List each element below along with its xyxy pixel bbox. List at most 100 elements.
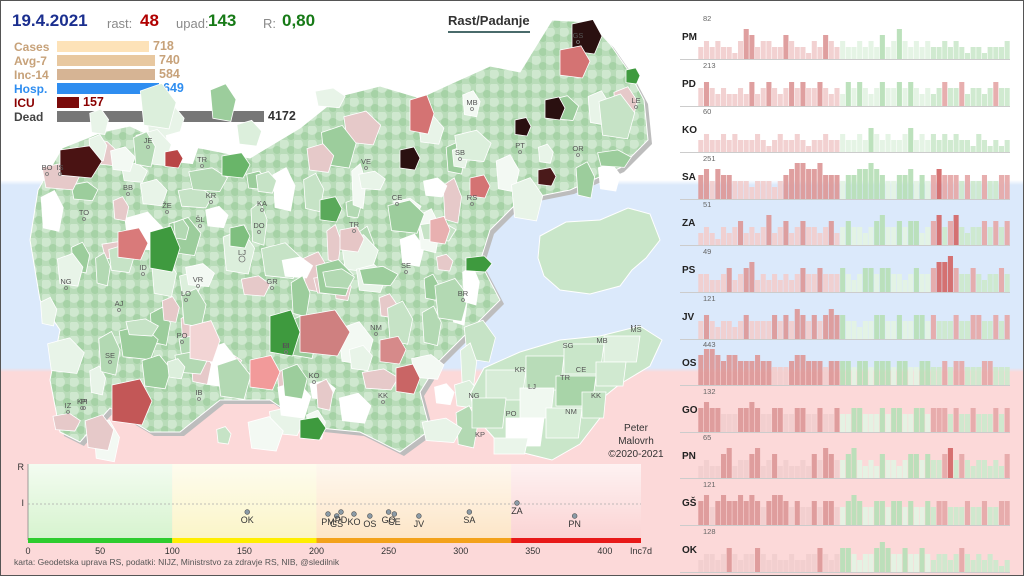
spark-bar xyxy=(902,87,908,106)
scatter-point xyxy=(325,511,331,517)
spark-bar xyxy=(851,407,857,432)
scatter-point xyxy=(571,513,578,519)
spark-bar xyxy=(703,349,710,386)
spark-bar xyxy=(953,460,959,479)
spark-bar xyxy=(857,559,863,572)
region-name: JV xyxy=(682,311,695,323)
region-max-value: 132 xyxy=(703,386,716,396)
spark-bar xyxy=(789,280,795,292)
spark-bar xyxy=(789,41,795,59)
spark-bar xyxy=(823,448,829,479)
spark-bar xyxy=(970,407,976,432)
map-label: VE xyxy=(361,157,371,166)
mini-map-label: KK xyxy=(591,391,601,400)
spark-bar xyxy=(885,268,891,292)
spark-bar xyxy=(709,140,715,153)
spark-bar xyxy=(936,87,942,106)
spark-bar xyxy=(891,460,897,479)
spark-bar xyxy=(964,460,970,479)
spark-bar xyxy=(794,87,800,106)
spark-bar xyxy=(817,507,823,525)
region-max-value: 121 xyxy=(703,293,716,303)
spark-bar xyxy=(760,553,766,572)
spark-bar xyxy=(964,93,970,106)
spark-bar xyxy=(959,454,965,479)
spark-bar xyxy=(913,367,919,386)
spark-bar xyxy=(743,180,749,199)
spark-bar xyxy=(896,407,902,432)
spark-bar xyxy=(698,140,704,153)
spark-bar xyxy=(698,466,704,479)
spark-bar xyxy=(823,553,829,572)
spark-bar xyxy=(908,47,914,59)
spark-bar xyxy=(811,87,817,106)
spark-bar xyxy=(993,274,999,292)
spark-bar xyxy=(976,274,982,292)
spark-bar xyxy=(777,367,783,386)
spark-bar xyxy=(743,268,749,292)
spark-bar xyxy=(930,93,936,106)
region-max-value: 213 xyxy=(703,60,716,70)
stat-row-inc14: Inc-14 584 xyxy=(14,67,180,82)
mini-map-label: MB xyxy=(596,336,607,345)
spark-bar xyxy=(891,274,897,292)
spark-bar xyxy=(874,134,880,153)
spark-bar xyxy=(857,501,863,525)
spark-bar xyxy=(970,146,976,153)
spark-bar xyxy=(817,47,823,59)
spark-bar xyxy=(766,215,772,246)
map-label: GR xyxy=(266,277,278,286)
spark-bar xyxy=(987,320,993,339)
spark-bar xyxy=(811,41,817,59)
spark-bar xyxy=(738,140,744,153)
spark-bar xyxy=(970,507,976,525)
stat-bar xyxy=(57,55,155,66)
spark-bar xyxy=(840,547,846,572)
spark-bar xyxy=(851,140,857,153)
mini-map-label: LJ xyxy=(528,382,536,391)
region-max-value: 49 xyxy=(703,247,712,256)
spark-bar xyxy=(760,41,766,59)
spark-bar xyxy=(987,553,993,572)
spark-bar xyxy=(885,460,891,479)
spark-bar xyxy=(913,180,919,199)
spark-bar xyxy=(896,140,902,153)
region-sparkline xyxy=(698,256,1010,292)
spark-bar xyxy=(738,559,744,572)
spark-bar xyxy=(828,413,834,432)
map-label: LO xyxy=(181,289,191,298)
spark-bar xyxy=(755,448,761,479)
spark-bar xyxy=(879,407,885,432)
spark-bar xyxy=(783,501,789,525)
scatter-point-label: OK xyxy=(241,515,254,525)
region-name: PS xyxy=(682,265,696,276)
spark-bar xyxy=(959,361,965,386)
spark-bar xyxy=(851,367,857,386)
spark-bar xyxy=(970,466,976,479)
spark-bar xyxy=(879,174,885,199)
spark-bar xyxy=(947,413,953,432)
spark-bar xyxy=(925,361,931,386)
spark-bar xyxy=(964,53,970,59)
spark-bar xyxy=(1004,314,1010,339)
spark-bar xyxy=(925,553,931,572)
spark-bar xyxy=(840,361,846,386)
spark-bar xyxy=(720,320,727,339)
map-label: ID xyxy=(139,263,147,272)
scatter-point xyxy=(514,500,520,506)
spark-bar xyxy=(857,326,863,339)
spark-bar xyxy=(902,174,908,199)
spark-bar xyxy=(942,262,948,292)
spark-bar xyxy=(993,460,999,479)
spark-bar xyxy=(959,47,965,59)
spark-bar xyxy=(987,180,993,199)
spark-bar xyxy=(783,460,789,479)
mini-map-label: KR xyxy=(515,365,526,374)
spark-bar xyxy=(879,81,885,106)
spark-bar xyxy=(947,256,953,292)
scatter-point-label: SA xyxy=(463,515,475,525)
spark-bar xyxy=(987,466,993,479)
spark-bar xyxy=(930,559,936,572)
mini-map-label: CE xyxy=(576,365,586,374)
spark-bar xyxy=(851,280,857,292)
